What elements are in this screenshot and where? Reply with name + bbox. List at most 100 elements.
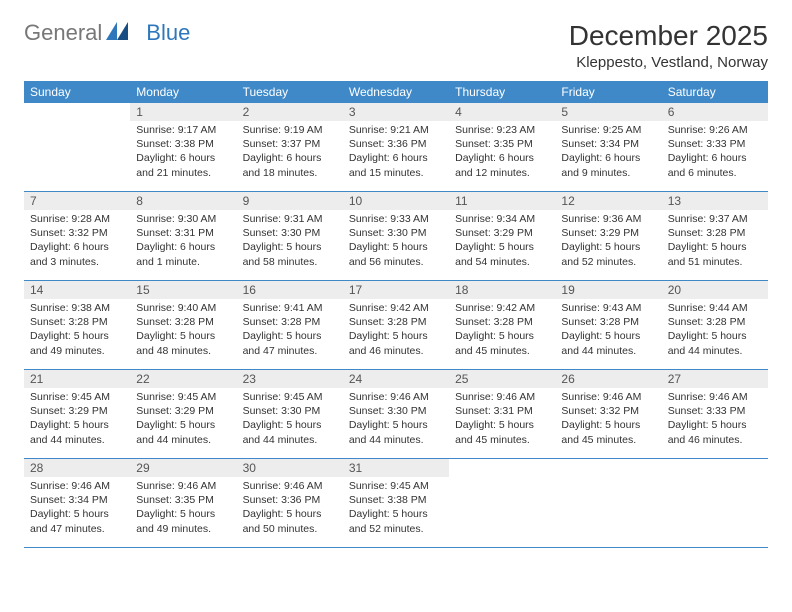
sunrise-line: Sunrise: 9:33 AM (349, 212, 443, 226)
day-text: Sunrise: 9:42 AMSunset: 3:28 PMDaylight:… (343, 299, 449, 362)
weekday-header: Sunday (24, 81, 130, 103)
sunset-line: Sunset: 3:29 PM (30, 404, 124, 418)
calendar-cell: 25Sunrise: 9:46 AMSunset: 3:31 PMDayligh… (449, 370, 555, 459)
day-text: Sunrise: 9:46 AMSunset: 3:32 PMDaylight:… (555, 388, 661, 451)
daylight-line-2: and 44 minutes. (30, 433, 124, 447)
sunrise-line: Sunrise: 9:26 AM (668, 123, 762, 137)
day-text: Sunrise: 9:46 AMSunset: 3:31 PMDaylight:… (449, 388, 555, 451)
daylight-line-1: Daylight: 6 hours (243, 151, 337, 165)
sunset-line: Sunset: 3:36 PM (349, 137, 443, 151)
day-number: 26 (555, 370, 661, 388)
daylight-line-1: Daylight: 5 hours (668, 329, 762, 343)
sunset-line: Sunset: 3:28 PM (668, 226, 762, 240)
sunset-line: Sunset: 3:34 PM (30, 493, 124, 507)
daylight-line-2: and 51 minutes. (668, 255, 762, 269)
sunrise-line: Sunrise: 9:45 AM (136, 390, 230, 404)
daylight-line-1: Daylight: 5 hours (455, 329, 549, 343)
day-number: 20 (662, 281, 768, 299)
daylight-line-1: Daylight: 5 hours (243, 329, 337, 343)
calendar-cell: 29Sunrise: 9:46 AMSunset: 3:35 PMDayligh… (130, 459, 236, 548)
calendar-cell: 24Sunrise: 9:46 AMSunset: 3:30 PMDayligh… (343, 370, 449, 459)
calendar-cell: 16Sunrise: 9:41 AMSunset: 3:28 PMDayligh… (237, 281, 343, 370)
day-text: Sunrise: 9:46 AMSunset: 3:30 PMDaylight:… (343, 388, 449, 451)
calendar-row: 28Sunrise: 9:46 AMSunset: 3:34 PMDayligh… (24, 459, 768, 548)
sunset-line: Sunset: 3:33 PM (668, 404, 762, 418)
day-text: Sunrise: 9:38 AMSunset: 3:28 PMDaylight:… (24, 299, 130, 362)
calendar-cell: 13Sunrise: 9:37 AMSunset: 3:28 PMDayligh… (662, 192, 768, 281)
daylight-line-1: Daylight: 5 hours (349, 329, 443, 343)
daylight-line-1: Daylight: 5 hours (136, 329, 230, 343)
daylight-line-1: Daylight: 5 hours (30, 418, 124, 432)
calendar-cell: 31Sunrise: 9:45 AMSunset: 3:38 PMDayligh… (343, 459, 449, 548)
daylight-line-2: and 44 minutes. (561, 344, 655, 358)
calendar-cell: 20Sunrise: 9:44 AMSunset: 3:28 PMDayligh… (662, 281, 768, 370)
sunrise-line: Sunrise: 9:46 AM (668, 390, 762, 404)
sunset-line: Sunset: 3:30 PM (349, 226, 443, 240)
day-text: Sunrise: 9:45 AMSunset: 3:30 PMDaylight:… (237, 388, 343, 451)
sunset-line: Sunset: 3:38 PM (349, 493, 443, 507)
day-text: Sunrise: 9:37 AMSunset: 3:28 PMDaylight:… (662, 210, 768, 273)
day-number: 9 (237, 192, 343, 210)
weekday-header: Monday (130, 81, 236, 103)
daylight-line-2: and 3 minutes. (30, 255, 124, 269)
day-number: 25 (449, 370, 555, 388)
sunset-line: Sunset: 3:35 PM (136, 493, 230, 507)
calendar-body: 1Sunrise: 9:17 AMSunset: 3:38 PMDaylight… (24, 103, 768, 548)
day-number: 14 (24, 281, 130, 299)
day-text: Sunrise: 9:19 AMSunset: 3:37 PMDaylight:… (237, 121, 343, 184)
sunset-line: Sunset: 3:28 PM (455, 315, 549, 329)
day-number: 6 (662, 103, 768, 121)
daylight-line-2: and 44 minutes. (668, 344, 762, 358)
sunset-line: Sunset: 3:31 PM (136, 226, 230, 240)
daylight-line-1: Daylight: 5 hours (243, 418, 337, 432)
day-number: 30 (237, 459, 343, 477)
sunrise-line: Sunrise: 9:45 AM (349, 479, 443, 493)
day-number: 8 (130, 192, 236, 210)
title-block: December 2025 Kleppesto, Vestland, Norwa… (569, 20, 768, 71)
sunrise-line: Sunrise: 9:42 AM (349, 301, 443, 315)
logo-mark-icon (106, 20, 128, 46)
daylight-line-2: and 1 minute. (136, 255, 230, 269)
weekday-header-row: Sunday Monday Tuesday Wednesday Thursday… (24, 81, 768, 103)
sunset-line: Sunset: 3:38 PM (136, 137, 230, 151)
logo-text-blue: Blue (146, 20, 190, 46)
day-number: 11 (449, 192, 555, 210)
daylight-line-1: Daylight: 5 hours (349, 240, 443, 254)
calendar-cell (662, 459, 768, 548)
sunrise-line: Sunrise: 9:31 AM (243, 212, 337, 226)
day-number: 23 (237, 370, 343, 388)
sunset-line: Sunset: 3:32 PM (30, 226, 124, 240)
calendar-cell: 4Sunrise: 9:23 AMSunset: 3:35 PMDaylight… (449, 103, 555, 192)
daylight-line-2: and 48 minutes. (136, 344, 230, 358)
calendar-table: Sunday Monday Tuesday Wednesday Thursday… (24, 81, 768, 548)
sunset-line: Sunset: 3:33 PM (668, 137, 762, 151)
sunset-line: Sunset: 3:28 PM (243, 315, 337, 329)
sunrise-line: Sunrise: 9:23 AM (455, 123, 549, 137)
sunrise-line: Sunrise: 9:46 AM (561, 390, 655, 404)
calendar-cell: 28Sunrise: 9:46 AMSunset: 3:34 PMDayligh… (24, 459, 130, 548)
day-number: 17 (343, 281, 449, 299)
sunrise-line: Sunrise: 9:43 AM (561, 301, 655, 315)
calendar-cell: 21Sunrise: 9:45 AMSunset: 3:29 PMDayligh… (24, 370, 130, 459)
day-text: Sunrise: 9:40 AMSunset: 3:28 PMDaylight:… (130, 299, 236, 362)
sunset-line: Sunset: 3:30 PM (243, 226, 337, 240)
sunset-line: Sunset: 3:29 PM (136, 404, 230, 418)
day-text: Sunrise: 9:41 AMSunset: 3:28 PMDaylight:… (237, 299, 343, 362)
day-number: 24 (343, 370, 449, 388)
daylight-line-1: Daylight: 5 hours (136, 507, 230, 521)
calendar-row: 14Sunrise: 9:38 AMSunset: 3:28 PMDayligh… (24, 281, 768, 370)
day-number: 28 (24, 459, 130, 477)
daylight-line-2: and 47 minutes. (243, 344, 337, 358)
sunset-line: Sunset: 3:28 PM (136, 315, 230, 329)
calendar-cell: 12Sunrise: 9:36 AMSunset: 3:29 PMDayligh… (555, 192, 661, 281)
sunset-line: Sunset: 3:28 PM (668, 315, 762, 329)
daylight-line-1: Daylight: 5 hours (561, 240, 655, 254)
day-number: 31 (343, 459, 449, 477)
daylight-line-2: and 45 minutes. (455, 344, 549, 358)
daylight-line-2: and 58 minutes. (243, 255, 337, 269)
daylight-line-2: and 56 minutes. (349, 255, 443, 269)
day-text: Sunrise: 9:46 AMSunset: 3:35 PMDaylight:… (130, 477, 236, 540)
calendar-cell: 1Sunrise: 9:17 AMSunset: 3:38 PMDaylight… (130, 103, 236, 192)
daylight-line-2: and 21 minutes. (136, 166, 230, 180)
day-text: Sunrise: 9:33 AMSunset: 3:30 PMDaylight:… (343, 210, 449, 273)
